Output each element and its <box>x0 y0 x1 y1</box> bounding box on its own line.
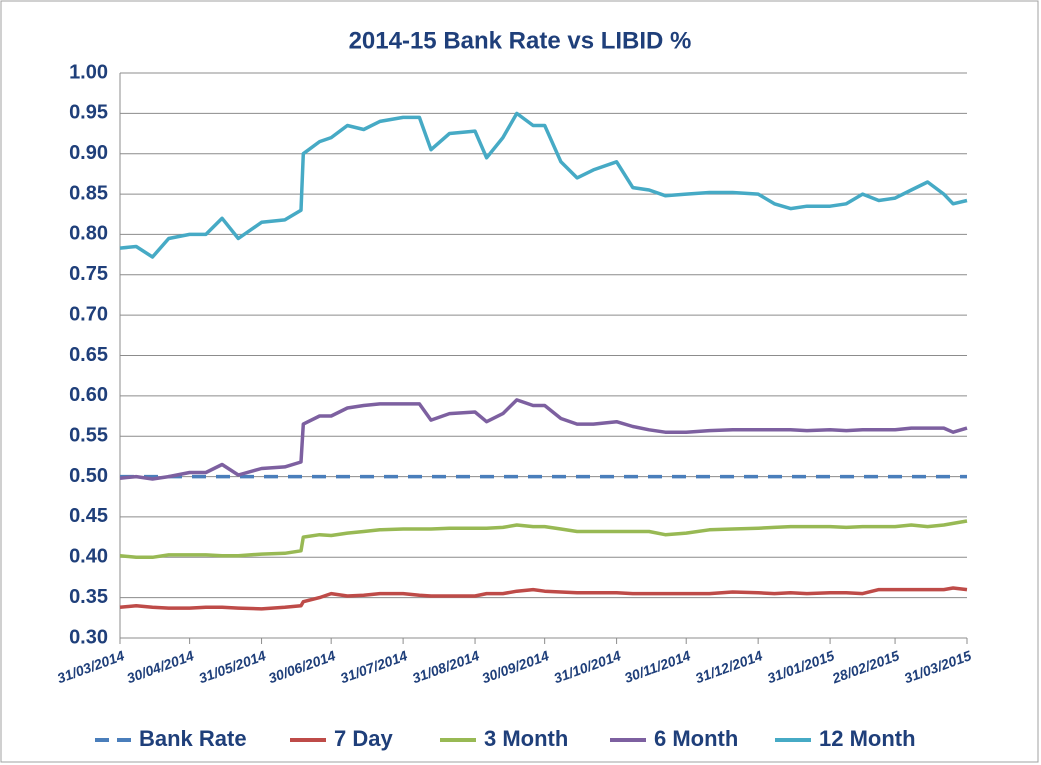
legend-label: 6 Month <box>654 726 738 751</box>
y-tick-label: 0.95 <box>69 102 108 124</box>
y-tick-label: 0.80 <box>69 223 108 245</box>
y-tick-label: 0.60 <box>69 384 108 406</box>
y-tick-label: 1.00 <box>69 61 108 83</box>
chart-title: 2014-15 Bank Rate vs LIBID % <box>349 27 692 54</box>
y-tick-label: 0.35 <box>69 586 108 608</box>
series-line <box>119 586 968 611</box>
legend-label: 12 Month <box>819 726 916 751</box>
y-tick-label: 0.55 <box>69 424 108 446</box>
series-line <box>119 111 968 259</box>
y-tick-label: 0.30 <box>69 626 108 648</box>
legend-label: Bank Rate <box>139 726 247 751</box>
legend-label: 3 Month <box>484 726 568 751</box>
series-line <box>119 398 968 481</box>
y-tick-label: 0.75 <box>69 263 108 285</box>
y-tick-label: 0.40 <box>69 546 108 568</box>
series-line <box>119 519 968 560</box>
y-tick-label: 0.45 <box>69 505 108 527</box>
y-tick-label: 0.50 <box>69 465 108 487</box>
y-tick-label: 0.85 <box>69 182 108 204</box>
legend-label: 7 Day <box>334 726 393 751</box>
y-tick-label: 0.90 <box>69 142 108 164</box>
y-tick-label: 0.65 <box>69 344 108 366</box>
y-tick-label: 0.70 <box>69 303 108 325</box>
